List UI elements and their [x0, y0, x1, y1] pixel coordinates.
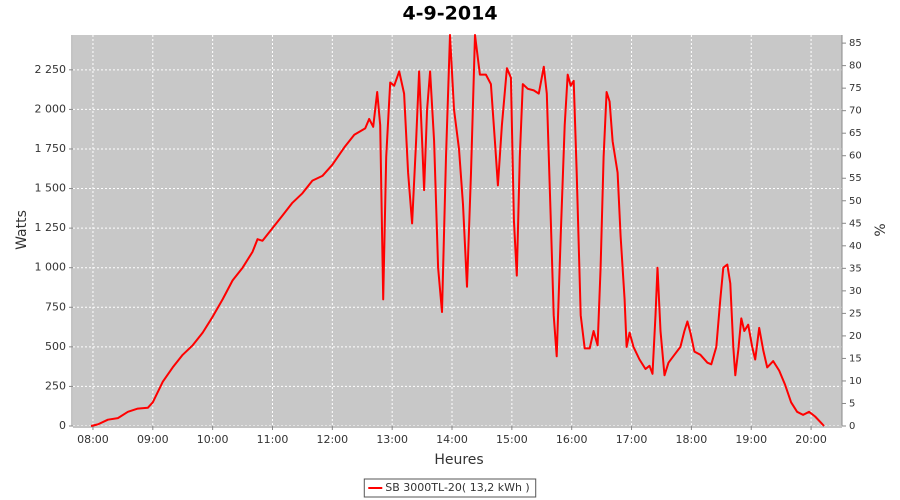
y2-tick-label: 5	[849, 398, 855, 409]
y2-axis-title: %	[873, 223, 889, 236]
x-tick-label: 20:00	[795, 433, 827, 446]
y2-tick-label: 85	[849, 38, 862, 49]
x-tick-label: 18:00	[676, 433, 708, 446]
y-tick-label: 1 250	[35, 221, 67, 234]
y-tick-label: 2 000	[35, 102, 67, 115]
y2-tick-label: 25	[849, 308, 862, 319]
y2-tick-label: 10	[849, 376, 862, 387]
x-tick-label: 08:00	[77, 433, 109, 446]
y2-tick-label: 40	[849, 241, 862, 252]
x-axis-title: Heures	[434, 452, 483, 468]
x-tick-label: 16:00	[556, 433, 588, 446]
y-axis-title: Watts	[14, 210, 30, 250]
x-tick-label: 09:00	[137, 433, 169, 446]
legend-box	[363, 478, 537, 498]
y-tick-label: 2 250	[35, 63, 67, 76]
y2-tick-label: 15	[849, 353, 862, 364]
legend-label: SB 3000TL-20( 13,2 kWh )	[385, 481, 529, 494]
y-tick-label: 1 500	[35, 182, 67, 195]
y2-tick-label: 0	[849, 421, 855, 432]
y2-tick-label: 30	[849, 286, 862, 297]
chart-title: 4-9-2014	[402, 3, 497, 25]
y-tick-label: 1 750	[35, 142, 67, 155]
y-tick-label: 0	[59, 419, 66, 432]
legend: SB 3000TL-20( 13,2 kWh )	[363, 478, 537, 498]
y2-tick-label: 20	[849, 331, 862, 342]
y2-tick-label: 75	[849, 83, 862, 94]
y-tick-label: 250	[45, 379, 66, 392]
x-tick-label: 12:00	[316, 433, 348, 446]
y2-tick-label: 55	[849, 173, 862, 184]
y-tick-label: 750	[45, 300, 66, 313]
x-tick-label: 15:00	[496, 433, 528, 446]
y2-tick-label: 45	[849, 218, 862, 229]
plot-area	[73, 35, 842, 426]
y2-tick-label: 35	[849, 263, 862, 274]
x-tick-label: 14:00	[436, 433, 468, 446]
y2-tick-label: 65	[849, 128, 862, 139]
y-tick-label: 500	[45, 340, 66, 353]
x-tick-label: 17:00	[616, 433, 648, 446]
y2-tick-label: 80	[849, 61, 862, 72]
y2-tick-label: 60	[849, 151, 862, 162]
x-tick-label: 10:00	[197, 433, 229, 446]
y2-tick-label: 50	[849, 196, 862, 207]
x-tick-label: 11:00	[257, 433, 289, 446]
y2-tick-label: 70	[849, 106, 862, 117]
x-tick-label: 19:00	[735, 433, 767, 446]
x-tick-label: 13:00	[376, 433, 408, 446]
series-line	[90, 34, 825, 427]
y-tick-label: 1 000	[35, 261, 67, 274]
